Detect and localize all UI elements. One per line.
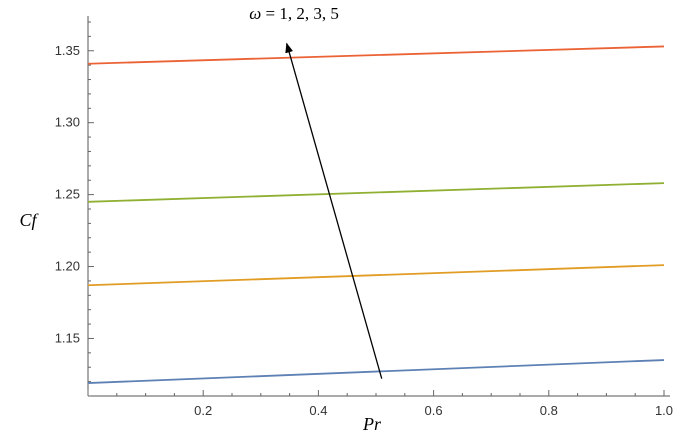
x-tick-label: 0.4: [309, 403, 327, 418]
x-tick-label: 0.8: [540, 403, 558, 418]
y-tick-label: 1.15: [55, 330, 80, 345]
x-tick-label: 1.0: [655, 403, 673, 418]
y-axis-title: Cf: [19, 210, 39, 230]
series-line-4: [87, 45, 665, 65]
x-tick-label: 0.6: [425, 403, 443, 418]
series-line-1: [87, 359, 665, 384]
x-ticks: 0.2 0.4 0.6 0.8 1.0: [87, 390, 673, 418]
y-ticks: 1.15 1.20 1.25 1.30 1.35: [55, 21, 94, 397]
series-layer: [87, 45, 665, 384]
series-line-3: [87, 182, 665, 203]
y-tick-label: 1.20: [55, 259, 80, 274]
axes: 0.2 0.4 0.6 0.8 1.0 1.15 1.20 1.25 1.30 1.35: [55, 16, 673, 418]
y-tick-label: 1.25: [55, 187, 80, 202]
annotation-values: 1, 2, 3, 5: [279, 4, 339, 23]
x-tick-label: 0.2: [194, 403, 212, 418]
series-line-2: [87, 264, 665, 287]
annotation-symbol: ω: [249, 4, 261, 23]
annotation-arrow: [285, 42, 383, 379]
y-tick-label: 1.35: [55, 43, 80, 58]
y-tick-label: 1.30: [55, 115, 80, 130]
annotation-label: ω = 1, 2, 3, 5: [249, 4, 339, 23]
annotation: ω = 1, 2, 3, 5: [249, 4, 383, 379]
annotation-equals: =: [261, 4, 279, 23]
x-axis-title: Pr: [362, 414, 382, 434]
